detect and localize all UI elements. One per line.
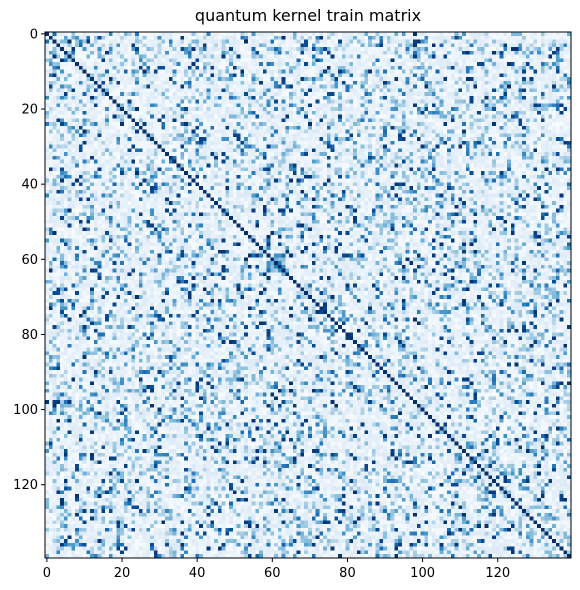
y-tick-label: 20 — [21, 103, 38, 118]
y-tick-label: 100 — [13, 403, 38, 418]
y-tick-label: 60 — [21, 253, 38, 268]
x-tick-label: 20 — [114, 566, 131, 581]
x-tick-label: 80 — [339, 566, 356, 581]
plot-frame — [44, 31, 572, 559]
x-tick-label: 120 — [485, 566, 510, 581]
y-tick-label: 40 — [21, 178, 38, 193]
y-tick-label: 0 — [30, 27, 38, 42]
x-tick-label: 0 — [43, 566, 51, 581]
chart-title: quantum kernel train matrix — [194, 6, 422, 25]
y-tick-label: 80 — [21, 328, 38, 343]
y-tick-label: 120 — [13, 478, 38, 493]
heatmap-cells — [45, 32, 571, 558]
x-tick-label: 60 — [264, 566, 281, 581]
x-tick-label: 100 — [410, 566, 435, 581]
x-tick-label: 40 — [189, 566, 206, 581]
